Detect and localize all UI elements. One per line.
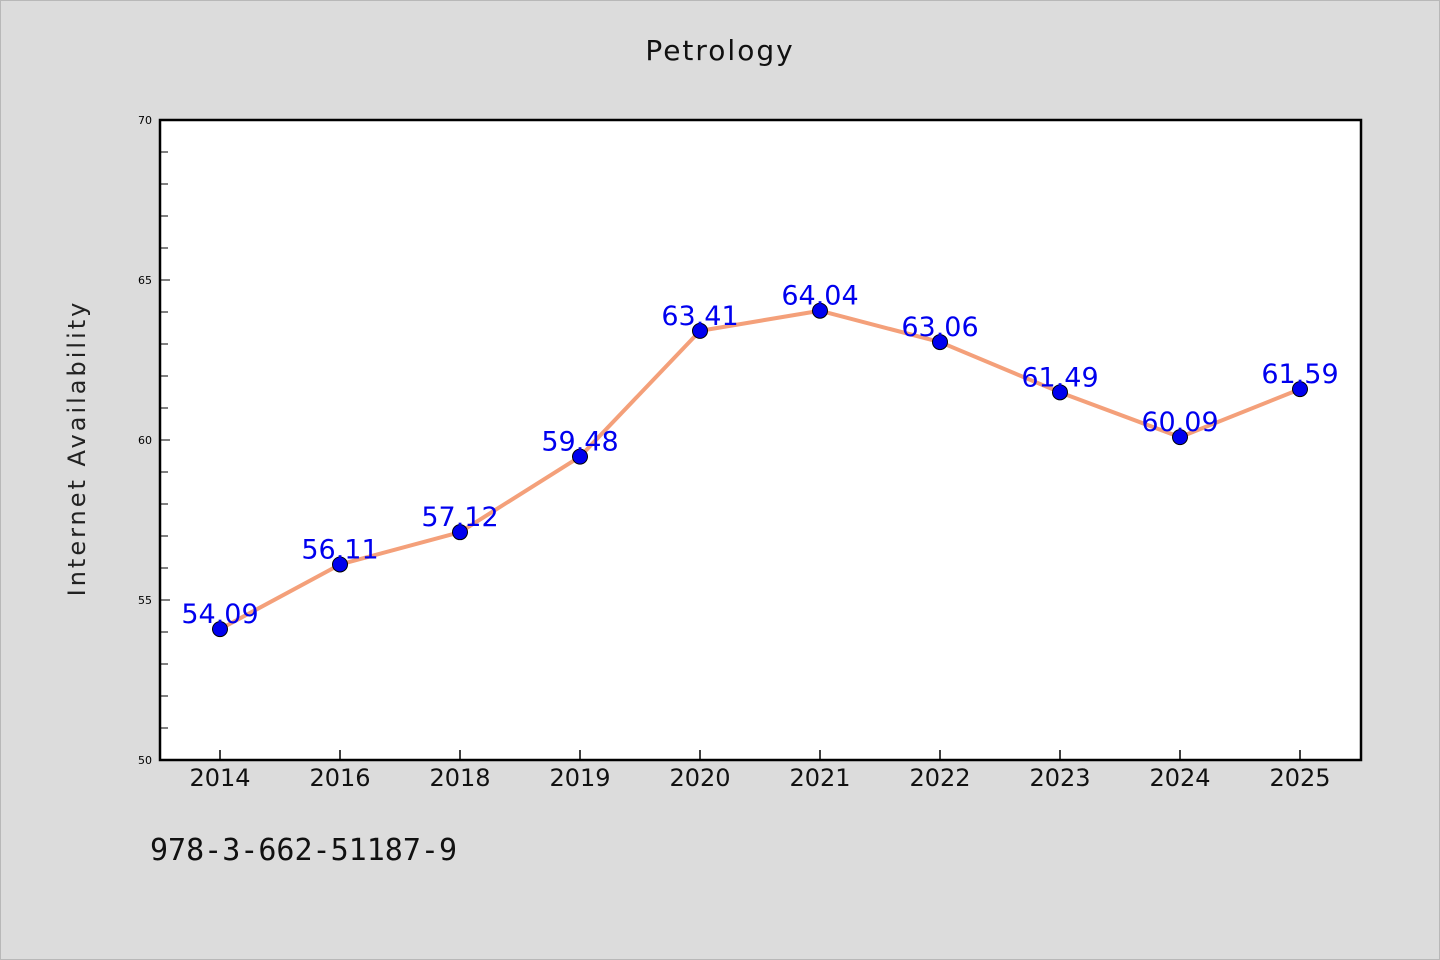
data-point <box>692 322 708 339</box>
data-point <box>932 334 948 351</box>
data-label: 61.49 <box>1021 362 1098 393</box>
x-tick-label: 2018 <box>429 764 490 792</box>
data-markers <box>212 302 1308 638</box>
data-label: 60.09 <box>1141 407 1218 438</box>
data-point <box>452 524 468 541</box>
plot-area <box>158 118 1363 762</box>
x-tick-label: 2024 <box>1149 764 1210 792</box>
y-axis-ticks: 50 55 60 65 70 <box>138 114 170 767</box>
data-point <box>572 448 588 465</box>
x-tick-label: 2022 <box>909 764 970 792</box>
data-labels: 54.09 56.11 57.12 59.48 63.41 64.04 63.06 61.49… <box>181 281 1338 630</box>
data-point <box>1172 429 1188 446</box>
data-point <box>812 302 828 319</box>
x-axis-ticks: 2014 2016 2018 2019 2020 2021 2022 2023 2024 2025 <box>189 750 1331 792</box>
y-tick-label: 60 <box>138 434 152 447</box>
data-point <box>1052 384 1068 401</box>
x-tick-label: 2016 <box>309 764 370 792</box>
x-tick-label: 2025 <box>1269 764 1330 792</box>
data-point <box>332 556 348 573</box>
data-label: 57.12 <box>421 502 498 533</box>
data-point <box>1292 381 1308 398</box>
y-tick-label: 70 <box>138 114 152 127</box>
y-tick-label: 65 <box>138 274 152 287</box>
series-line <box>218 308 1302 632</box>
data-label: 59.48 <box>541 427 618 458</box>
x-tick-label: 2023 <box>1029 764 1090 792</box>
x-tick-label: 2014 <box>189 764 250 792</box>
data-label: 54.09 <box>181 599 258 630</box>
data-label: 63.41 <box>661 301 738 332</box>
chart-title: Petrology <box>645 34 795 67</box>
data-label: 56.11 <box>301 534 378 565</box>
data-point <box>212 621 228 638</box>
y-tick-label: 55 <box>138 594 152 607</box>
data-label: 64.04 <box>781 281 858 312</box>
x-tick-label: 2021 <box>789 764 850 792</box>
data-label: 61.59 <box>1261 359 1338 390</box>
data-label: 63.06 <box>901 312 978 343</box>
x-tick-label: 2020 <box>669 764 730 792</box>
y-tick-label: 50 <box>138 754 152 767</box>
isbn-caption: 978-3-662-51187-9 <box>150 833 458 868</box>
x-tick-label: 2019 <box>549 764 610 792</box>
